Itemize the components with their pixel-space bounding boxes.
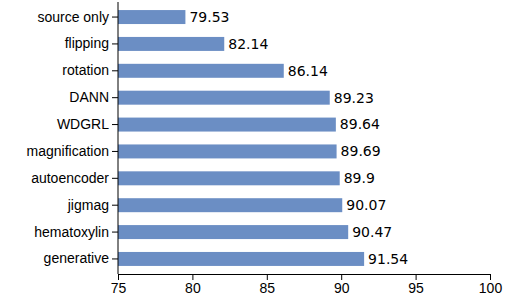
bar xyxy=(118,91,330,105)
bar xyxy=(118,198,342,212)
data-label: 89.64 xyxy=(340,116,380,132)
tick-group: 80 xyxy=(185,274,201,296)
plot: 79.53 82.14 86.14 89.23 89.64 89.69 89.9 90.07 9… xyxy=(0,2,502,296)
tick-label: magnification xyxy=(27,143,110,159)
axis-line xyxy=(118,2,119,274)
tick xyxy=(112,258,118,259)
tick xyxy=(112,124,118,125)
data-label: 82.14 xyxy=(228,36,268,52)
bar xyxy=(118,118,336,132)
bar xyxy=(118,64,284,78)
tick-label: generative xyxy=(44,250,110,266)
bars xyxy=(118,10,364,266)
tick-label: 75 xyxy=(111,280,127,296)
data-label: 91.54 xyxy=(368,251,408,267)
tick-group: magnification xyxy=(27,143,119,159)
tick-label: 100 xyxy=(479,280,503,296)
data-labels: 79.53 82.14 86.14 89.23 89.64 89.69 89.9 90.07 9… xyxy=(189,9,408,267)
tick xyxy=(112,70,118,71)
tick-group: 100 xyxy=(479,274,503,296)
tick-label: rotation xyxy=(62,62,109,78)
tick xyxy=(112,151,118,152)
tick-label: hematoxylin xyxy=(34,224,109,240)
tick-group: 85 xyxy=(260,274,276,296)
tick-group: DANN xyxy=(69,89,118,105)
data-label: 89.23 xyxy=(334,90,374,106)
bar xyxy=(118,37,224,51)
tick-label: WDGRL xyxy=(57,116,109,132)
bar xyxy=(118,144,337,158)
bar xyxy=(118,252,364,266)
tick-label: autoencoder xyxy=(31,170,109,186)
tick-group: 75 xyxy=(111,274,127,296)
tick-group: 90 xyxy=(334,274,350,296)
tick-label: jigmag xyxy=(67,197,109,213)
tick-group: autoencoder xyxy=(31,170,118,186)
bar xyxy=(118,10,185,24)
bar xyxy=(118,171,340,185)
tick-group: WDGRL xyxy=(57,116,118,132)
tick-label: 95 xyxy=(408,280,424,296)
tick-label: 80 xyxy=(185,280,201,296)
tick xyxy=(112,178,118,179)
tick xyxy=(112,97,118,98)
tick xyxy=(112,43,118,44)
tick-group: hematoxylin xyxy=(34,224,118,240)
tick-group: rotation xyxy=(62,62,118,78)
chart: 79.53 82.14 86.14 89.23 89.64 89.69 89.9 90.07 9… xyxy=(0,0,506,300)
tick-group: jigmag xyxy=(67,197,118,213)
data-label: 90.47 xyxy=(352,224,392,240)
data-label: 79.53 xyxy=(189,9,229,25)
y-axis: source only flipping rotation DANN WDGRL magn… xyxy=(27,2,119,274)
tick-label: flipping xyxy=(65,35,109,51)
x-axis: 75 80 85 90 95 100 xyxy=(111,274,503,296)
tick-label: source only xyxy=(37,9,109,25)
axis-line xyxy=(119,274,491,275)
data-label: 90.07 xyxy=(346,197,386,213)
tick-label: 85 xyxy=(260,280,276,296)
data-label: 86.14 xyxy=(288,63,328,79)
data-label: 89.69 xyxy=(341,143,381,159)
tick-group: source only xyxy=(37,9,118,25)
tick-label: DANN xyxy=(69,89,109,105)
tick-group: generative xyxy=(44,250,118,266)
tick xyxy=(112,205,118,206)
tick-group: 95 xyxy=(408,274,424,296)
tick-group: flipping xyxy=(65,35,118,51)
tick-label: 90 xyxy=(334,280,350,296)
tick xyxy=(112,17,118,18)
tick xyxy=(112,232,118,233)
bar xyxy=(118,225,348,239)
data-label: 89.9 xyxy=(344,170,375,186)
